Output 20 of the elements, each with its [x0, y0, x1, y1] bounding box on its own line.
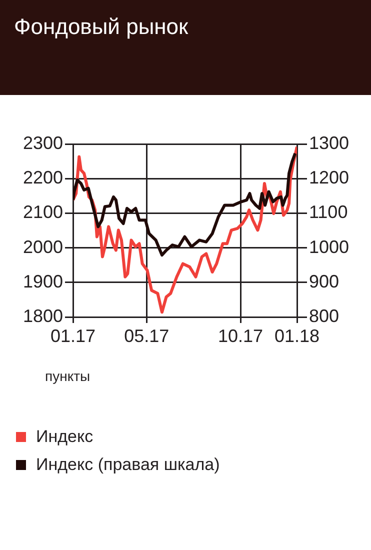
y2-tick-label: 900 — [309, 271, 340, 292]
y2-tick-label: 800 — [309, 306, 340, 326]
x-tick-label: 10.17 — [218, 326, 264, 346]
y-tick-label: 2000 — [22, 236, 63, 257]
y-tick-label: 2300 — [22, 132, 63, 153]
legend-label: Индекс — [36, 427, 94, 447]
y2-tick-label: 1300 — [309, 132, 350, 153]
x-tick-label: 01.17 — [50, 326, 96, 346]
x-tick-label: 01.18 — [274, 326, 320, 346]
y-axis-title: пункты — [45, 368, 90, 384]
legend-label: Индекс (правая шкала) — [36, 455, 220, 475]
y2-tick-label: 1100 — [309, 202, 348, 222]
chart-title: Фондовый рынок — [14, 14, 188, 39]
y2-tick-label: 1200 — [309, 168, 350, 188]
y-tick-label: 1800 — [22, 306, 63, 326]
y-tick-label: 2200 — [22, 168, 63, 188]
x-tick-label: 05.17 — [124, 326, 170, 346]
y-tick-label: 2100 — [22, 202, 63, 222]
y-tick-label: 1900 — [22, 271, 63, 292]
y2-tick-label: 1000 — [309, 236, 350, 257]
